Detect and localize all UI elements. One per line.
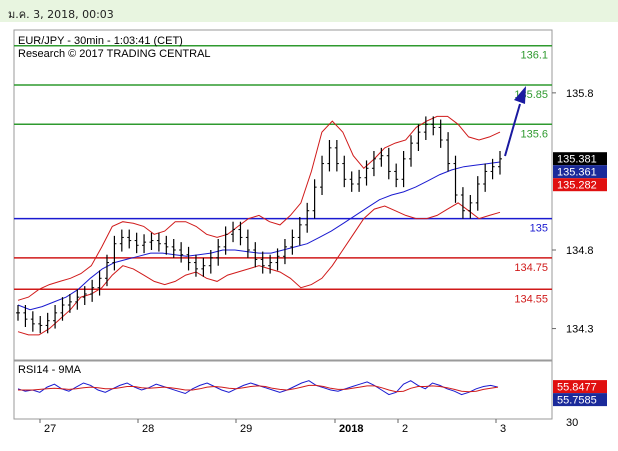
x-tick-label-0: 27 — [44, 423, 56, 435]
rsi-tag-label-0: 55.8477 — [557, 382, 597, 394]
bollinger-upper-line — [17, 115, 501, 301]
price-tag-label-2: 135.282 — [557, 180, 597, 192]
level-label-5: 134.55 — [514, 293, 548, 305]
level-label-4: 134.75 — [514, 262, 548, 274]
chart-subtitle: Research © 2017 TRADING CENTRAL — [18, 48, 211, 60]
level-label-3: 135 — [530, 223, 548, 235]
price-tag-label-1: 135.361 — [557, 167, 597, 179]
rsi-ma-line — [18, 384, 499, 393]
price-tick-label-1: 134.8 — [566, 245, 594, 257]
x-tick-label-2: 29 — [240, 423, 252, 435]
bollinger-lower-line — [17, 202, 501, 336]
price-tag-box-0 — [553, 152, 607, 166]
moving-average-line — [17, 161, 501, 311]
rsi-tag-box-1 — [553, 393, 607, 407]
x-tick-label-3: 2018 — [339, 423, 363, 435]
rsi-title: RSI14 - 9MA — [18, 364, 82, 376]
price-tick-label-2: 134.3 — [566, 324, 594, 336]
rsi-tick-label-0: 30 — [566, 417, 578, 429]
x-tick-label-1: 28 — [142, 423, 154, 435]
x-tick-label-4: 2 — [402, 423, 408, 435]
price-tag-label-0: 135.381 — [557, 154, 597, 166]
forecast-arrow-head-icon — [514, 86, 526, 104]
level-label-2: 135.6 — [520, 128, 548, 140]
price-tag-box-1 — [553, 165, 607, 179]
date-bar: ม.ค. 3, 2018, 00:03 — [0, 0, 618, 22]
rsi-plot — [17, 380, 499, 396]
price-tick-label-0: 135.8 — [566, 88, 594, 100]
rsi-tag-label-1: 55.7585 — [557, 395, 597, 407]
level-label-0: 136.1 — [520, 50, 548, 62]
chart-title: EUR/JPY - 30min - 1:03:41 (CET) — [18, 35, 183, 47]
price-panel-frame — [13, 29, 553, 361]
x-tick-label-5: 3 — [500, 423, 506, 435]
rsi-tag-box-0 — [553, 380, 607, 394]
date-text: ม.ค. 3, 2018, 00:03 — [8, 8, 114, 21]
forecast-arrow-line — [504, 103, 521, 157]
price-tag-box-2 — [553, 178, 607, 192]
